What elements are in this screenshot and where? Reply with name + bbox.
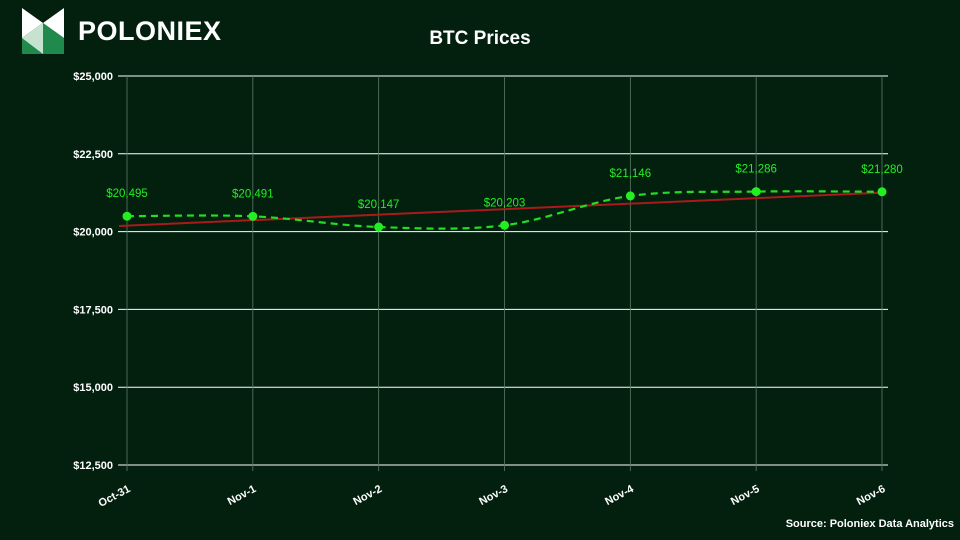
data-point [374, 222, 384, 232]
x-tick-label: Nov-6 [855, 483, 888, 508]
data-point [122, 211, 132, 221]
data-labels: $20,495 $20,491 $20,147 $20,203 $21,146 $21,2… [106, 164, 903, 211]
y-axis: $12,500 $15,000 $17,500 $20,000 $22,500 $25,0… [73, 71, 113, 472]
trend-line-group [118, 191, 883, 227]
x-tick-label: Nov-2 [351, 483, 384, 508]
data-label: $20,147 [358, 199, 400, 211]
series-group [122, 187, 887, 232]
trend-line [118, 191, 883, 227]
data-label: $20,495 [106, 188, 148, 200]
data-label: $20,203 [484, 197, 526, 209]
data-label: $21,146 [610, 168, 652, 180]
x-tick-label: Nov-5 [729, 483, 762, 508]
x-tick-label: Nov-3 [477, 483, 510, 508]
data-label: $20,491 [232, 188, 274, 200]
data-point [625, 191, 635, 201]
y-tick-label: $25,000 [73, 71, 113, 83]
y-tick-label: $17,500 [73, 304, 113, 316]
x-axis: Oct-31 Nov-1 Nov-2 Nov-3 Nov-4 Nov-5 Nov-6 [97, 483, 888, 510]
data-point [500, 220, 509, 230]
data-label: $21,280 [861, 164, 903, 176]
brand-name: POLONIEX [78, 15, 222, 46]
data-point [751, 187, 761, 197]
chart-title: BTC Prices [429, 28, 531, 49]
data-label: $21,286 [735, 164, 777, 176]
data-point [248, 211, 258, 221]
y-tick-label: $20,000 [73, 227, 113, 239]
y-tick-label: $12,500 [73, 460, 113, 472]
x-tick-label: Nov-1 [226, 483, 259, 508]
grid [118, 75, 888, 471]
source-note: Source: Poloniex Data Analytics [785, 518, 954, 530]
brand: POLONIEX [22, 8, 222, 54]
poloniex-logo-icon [22, 8, 64, 54]
data-point [877, 187, 887, 197]
y-tick-label: $22,500 [73, 149, 113, 161]
x-tick-label: Oct-31 [97, 483, 133, 510]
x-tick-label: Nov-4 [603, 483, 636, 508]
y-tick-label: $15,000 [73, 382, 113, 394]
